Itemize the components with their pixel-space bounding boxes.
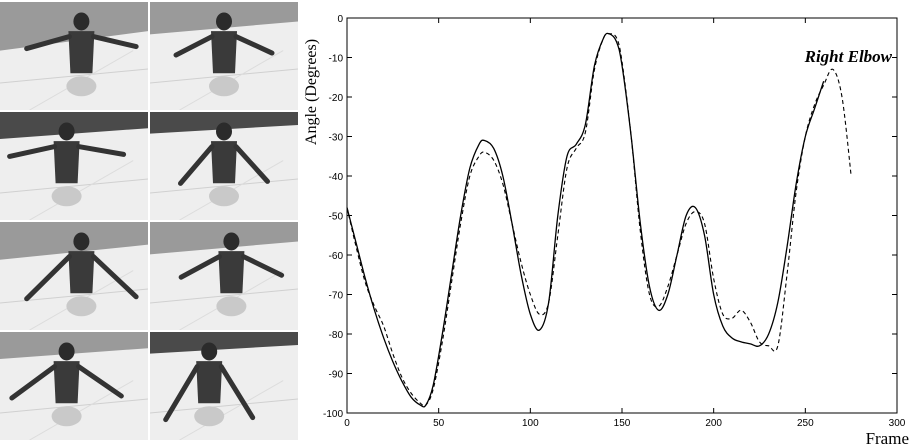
x-tick-label: 0	[344, 418, 350, 429]
y-tick-label: -100	[323, 409, 343, 420]
x-tick-label: 200	[705, 418, 722, 429]
axis-ticks: 0 50 100 150 200 250 300 0 -10 -20 -30 -40 -50 -60 -70…	[323, 14, 906, 429]
x-axis-label: Frame	[866, 429, 909, 448]
y-tick-label: -20	[329, 93, 344, 104]
series-layer	[346, 32, 852, 408]
photo-frame	[150, 222, 298, 330]
y-tick-label: 0	[337, 14, 343, 25]
x-tick-label: 150	[614, 418, 631, 429]
y-axis-label: Angle (Degrees)	[303, 39, 320, 145]
photo-frame	[0, 2, 148, 110]
y-tick-label: -60	[329, 251, 344, 262]
x-tick-label: 300	[889, 418, 906, 429]
photo-frame	[150, 332, 298, 440]
x-tick-label: 250	[797, 418, 814, 429]
photo-frame	[150, 112, 298, 220]
photo-frame	[0, 112, 148, 220]
x-tick-label: 100	[522, 418, 539, 429]
series-line-dashed	[346, 32, 852, 407]
y-tick-label: -30	[329, 133, 344, 144]
series-line-solid	[346, 32, 825, 408]
y-tick-label: -90	[329, 370, 344, 381]
photo-frame	[0, 222, 148, 330]
chart-title: Right Elbow	[804, 47, 893, 66]
plot-frame	[346, 17, 898, 414]
y-tick-label: -50	[329, 212, 344, 223]
x-tick-label: 50	[433, 418, 445, 429]
photo-frame	[150, 2, 298, 110]
y-tick-label: -70	[329, 291, 344, 302]
y-tick-label: -80	[329, 330, 344, 341]
chart: 0 50 100 150 200 250 300 0 -10 -20 -30 -40 -50 -60 -70…	[303, 14, 909, 448]
photo-grid	[0, 0, 300, 448]
y-tick-label: -40	[329, 172, 344, 183]
photo-frame	[0, 332, 148, 440]
y-tick-label: -10	[329, 54, 344, 65]
